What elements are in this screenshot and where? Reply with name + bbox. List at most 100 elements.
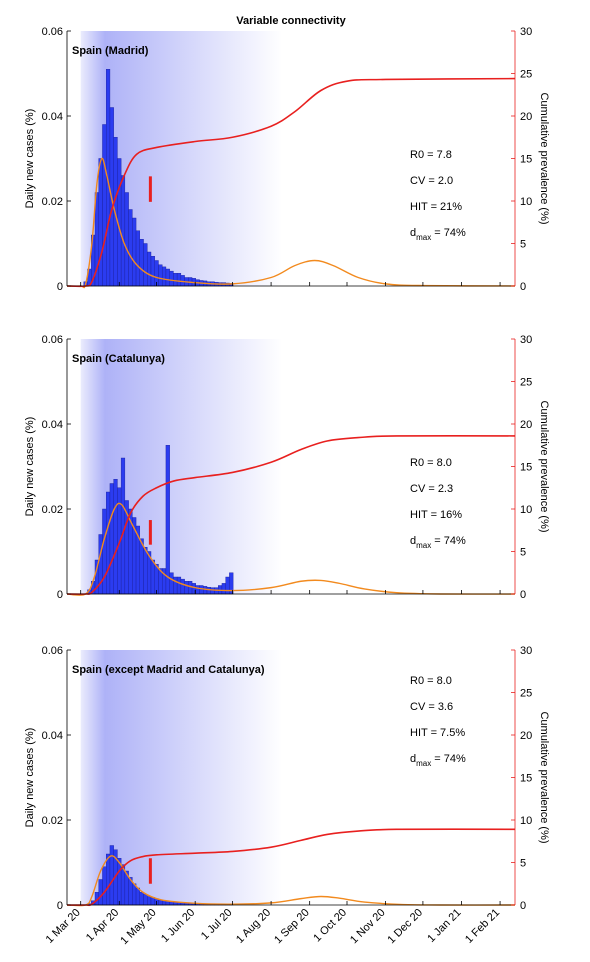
bar: [109, 845, 114, 906]
y2-tick-label: 25: [520, 377, 532, 389]
annotation: CV = 3.6: [410, 701, 453, 713]
bar: [113, 479, 118, 595]
bar: [180, 578, 185, 595]
y2-tick-label: 20: [520, 419, 532, 431]
annotation-part: = 74%: [431, 535, 466, 547]
bar: [188, 581, 193, 595]
bar: [143, 243, 148, 287]
bar: [120, 175, 126, 287]
bar: [165, 445, 170, 595]
line: [66, 434, 516, 595]
annotation: HIT = 16%: [410, 509, 462, 521]
bar: [154, 564, 159, 595]
annotation: CV = 2.0: [410, 175, 453, 187]
bar: [173, 576, 178, 595]
bar: [158, 264, 163, 287]
bar: [210, 587, 215, 595]
line: [66, 502, 516, 596]
annotation-part: d: [410, 227, 416, 239]
bar: [150, 559, 155, 595]
bar: [143, 894, 148, 906]
annotation: R0 = 8.0: [410, 675, 452, 687]
bar: [139, 538, 144, 595]
bar: [195, 585, 200, 595]
bar: [109, 483, 114, 595]
bar: [128, 209, 133, 287]
bar: [102, 124, 107, 287]
x-tick-label: 1 Dec 20: [385, 907, 425, 947]
y2-tick-label: 15: [520, 773, 532, 785]
annotation: dmax = 74%: [410, 535, 466, 550]
y-tick-label: 0: [57, 900, 63, 912]
annotation: R0 = 8.0: [410, 457, 452, 469]
y2-tick-label: 0: [520, 589, 526, 601]
bar: [105, 853, 111, 906]
bar: [176, 576, 182, 595]
y2-tick-label: 15: [520, 154, 532, 166]
x-tick-label: 1 Sep 20: [272, 907, 312, 947]
y2-tick-label: 10: [520, 504, 532, 516]
y-tick-label: 0.06: [42, 26, 63, 38]
bar: [150, 256, 155, 287]
y2-tick-label: 25: [520, 69, 532, 81]
y-axis-label: Daily new cases (%): [24, 728, 36, 828]
bar: [98, 879, 103, 906]
annotation-part: d: [410, 535, 416, 547]
annotation-sub: max: [416, 541, 431, 550]
bar: [124, 192, 129, 287]
x-tick-label: 1 Oct 20: [311, 907, 349, 945]
bar: [98, 158, 103, 287]
bar: [158, 899, 163, 906]
x-tick-label: 1 Mar 20: [44, 907, 83, 946]
bar: [176, 273, 182, 287]
annotation-part: = 74%: [431, 227, 466, 239]
y2-tick-label: 30: [520, 334, 532, 346]
x-tick-label: 1 Apr 20: [84, 907, 121, 944]
annotation-sub: max: [416, 759, 431, 768]
annotation: dmax = 74%: [410, 753, 466, 768]
bar: [105, 491, 111, 595]
y-tick-label: 0.06: [42, 645, 63, 657]
line: [66, 157, 516, 289]
bar: [147, 251, 152, 287]
y2-axis-label: Cumulative prevalence (%): [538, 400, 550, 532]
bar: [135, 887, 140, 906]
annotation: HIT = 7.5%: [410, 727, 465, 739]
x-tick-label: 1 May 20: [118, 907, 158, 947]
y2-tick-label: 10: [520, 815, 532, 827]
y-tick-label: 0.04: [42, 419, 63, 431]
bar: [143, 547, 148, 595]
x-tick-label: 1 Nov 20: [348, 907, 388, 947]
bar: [147, 896, 152, 906]
bar: [139, 239, 144, 287]
y-axis-label: Daily new cases (%): [24, 109, 36, 209]
bar: [139, 892, 144, 906]
y-axis-label: Daily new cases (%): [24, 417, 36, 517]
y2-tick-label: 0: [520, 900, 526, 912]
line: [66, 828, 516, 907]
y-tick-label: 0.04: [42, 111, 63, 123]
annotation-sub: max: [416, 233, 431, 242]
annotation: dmax = 74%: [410, 227, 466, 242]
y2-tick-label: 30: [520, 26, 532, 38]
bar: [161, 900, 167, 906]
bar: [132, 217, 137, 287]
panel-title: Spain (Madrid): [72, 45, 149, 57]
y-tick-label: 0: [57, 589, 63, 601]
y2-tick-label: 5: [520, 239, 526, 251]
bar: [161, 266, 167, 287]
panel-title: Spain (Catalunya): [72, 353, 165, 365]
x-tick-label: 1 Feb 21: [463, 907, 502, 946]
y2-axis-label: Cumulative prevalence (%): [538, 92, 550, 224]
bar: [225, 576, 230, 595]
bar: [165, 268, 170, 287]
y2-tick-label: 0: [520, 281, 526, 293]
x-tick-label: 1 Jan 21: [425, 907, 463, 945]
bar: [221, 583, 226, 595]
y2-tick-label: 20: [520, 730, 532, 742]
y2-tick-label: 15: [520, 462, 532, 474]
annotation: CV = 2.3: [410, 483, 453, 495]
bar: [120, 457, 126, 595]
y2-tick-label: 25: [520, 688, 532, 700]
